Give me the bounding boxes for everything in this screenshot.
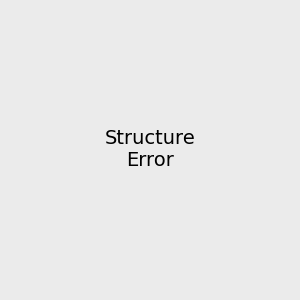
Text: Structure
Error: Structure Error	[105, 130, 195, 170]
